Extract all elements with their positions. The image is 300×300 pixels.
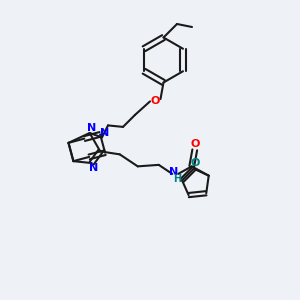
Text: N: N (88, 164, 98, 173)
Text: O: O (190, 158, 200, 168)
Text: H: H (174, 174, 182, 184)
Text: O: O (150, 95, 160, 106)
Text: O: O (190, 140, 200, 149)
Text: N: N (100, 128, 109, 138)
Text: N: N (169, 167, 178, 177)
Text: N: N (86, 123, 96, 133)
